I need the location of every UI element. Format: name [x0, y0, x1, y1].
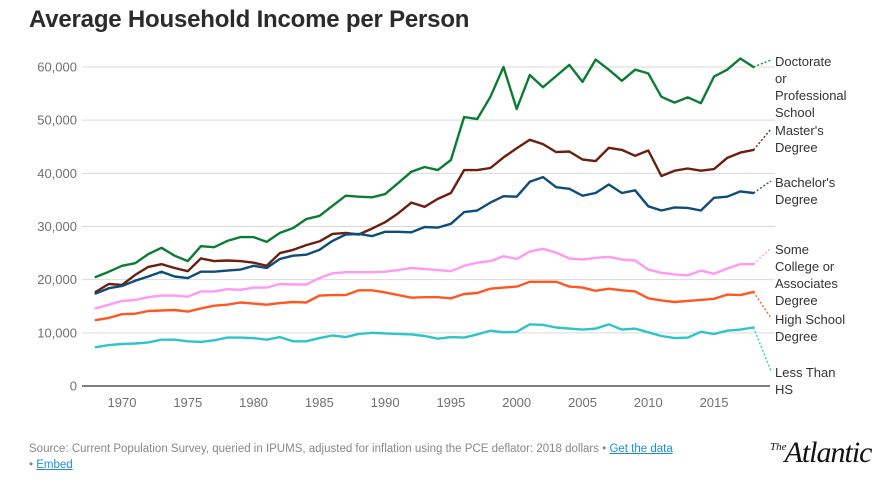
x-tick-label: 1975	[173, 395, 202, 410]
series-label: Degree	[775, 329, 818, 344]
separator: •	[29, 459, 34, 471]
chart-title: Average Household Income per Person	[29, 6, 470, 33]
the-atlantic-logo: TheAtlantic	[770, 436, 873, 470]
x-tick-label: 1995	[436, 395, 465, 410]
series-label: HS	[775, 382, 793, 397]
series-line-less-than-hs	[94, 323, 755, 349]
series-line-bachelor-s-degree	[94, 175, 755, 295]
y-axis: 0 10,000 20,000 30,000 40,000 50,000 60,000	[37, 60, 77, 394]
source-note: Source: Current Population Survey, queri…	[29, 443, 599, 455]
x-tick-label: 1970	[108, 395, 137, 410]
label-leader	[753, 59, 772, 68]
series-label: High School	[775, 312, 845, 327]
x-tick-label: 1980	[239, 395, 268, 410]
x-axis: 1970 1975 1980 1985 1990 1995 2000 2005 2010 2015	[108, 395, 729, 410]
label-leader	[753, 128, 772, 151]
series-label: Master's	[775, 123, 824, 138]
x-tick-label: 1990	[371, 395, 400, 410]
y-tick-label: 60,000	[37, 60, 77, 75]
line-chart: 0 10,000 20,000 30,000 40,000 50,000 60,000 19…	[37, 54, 847, 410]
gridlines	[82, 66, 775, 387]
series-label: College or	[775, 259, 835, 274]
label-leader	[753, 180, 772, 194]
series-label: Degree	[775, 140, 818, 155]
series-line-some-college-or-associates-degree	[94, 247, 755, 310]
series-line-master-s-degree	[94, 138, 755, 294]
y-tick-label: 0	[70, 379, 77, 394]
logo-the: The	[770, 441, 787, 453]
x-tick-label: 2010	[634, 395, 663, 410]
series-lines	[94, 57, 772, 372]
series-label: Degree	[775, 293, 818, 308]
series-labels: Doctorate or Professional School Master's Deg…	[775, 54, 847, 397]
y-tick-label: 50,000	[37, 113, 77, 128]
series-label: Some	[775, 242, 809, 257]
chart-footer: Source: Current Population Survey, queri…	[29, 441, 759, 473]
y-tick-label: 30,000	[37, 219, 77, 234]
series-label: School	[775, 105, 815, 120]
y-tick-label: 40,000	[37, 166, 77, 181]
series-label: or	[775, 71, 787, 86]
get-the-data-link[interactable]: Get the data	[609, 443, 673, 455]
label-leader	[752, 327, 772, 372]
series-label: Less Than	[775, 365, 835, 380]
y-tick-label: 10,000	[37, 325, 77, 340]
x-tick-label: 2000	[502, 395, 531, 410]
logo-atlantic: Atlantic	[784, 436, 873, 469]
x-tick-label: 1985	[305, 395, 334, 410]
label-leader	[752, 291, 772, 319]
series-line-doctorate-or-professional-school	[94, 57, 755, 279]
series-label: Associates	[775, 276, 838, 291]
embed-link[interactable]: Embed	[36, 459, 73, 471]
x-tick-label: 2005	[568, 395, 597, 410]
label-leader	[753, 247, 772, 265]
series-label: Bachelor's	[775, 175, 836, 190]
series-label: Professional	[775, 88, 847, 103]
separator: •	[602, 443, 607, 455]
series-line-high-school-degree	[94, 280, 755, 322]
y-tick-label: 20,000	[37, 272, 77, 287]
series-label: Doctorate	[775, 54, 831, 69]
x-tick-label: 2015	[700, 395, 729, 410]
series-label: Degree	[775, 192, 818, 207]
